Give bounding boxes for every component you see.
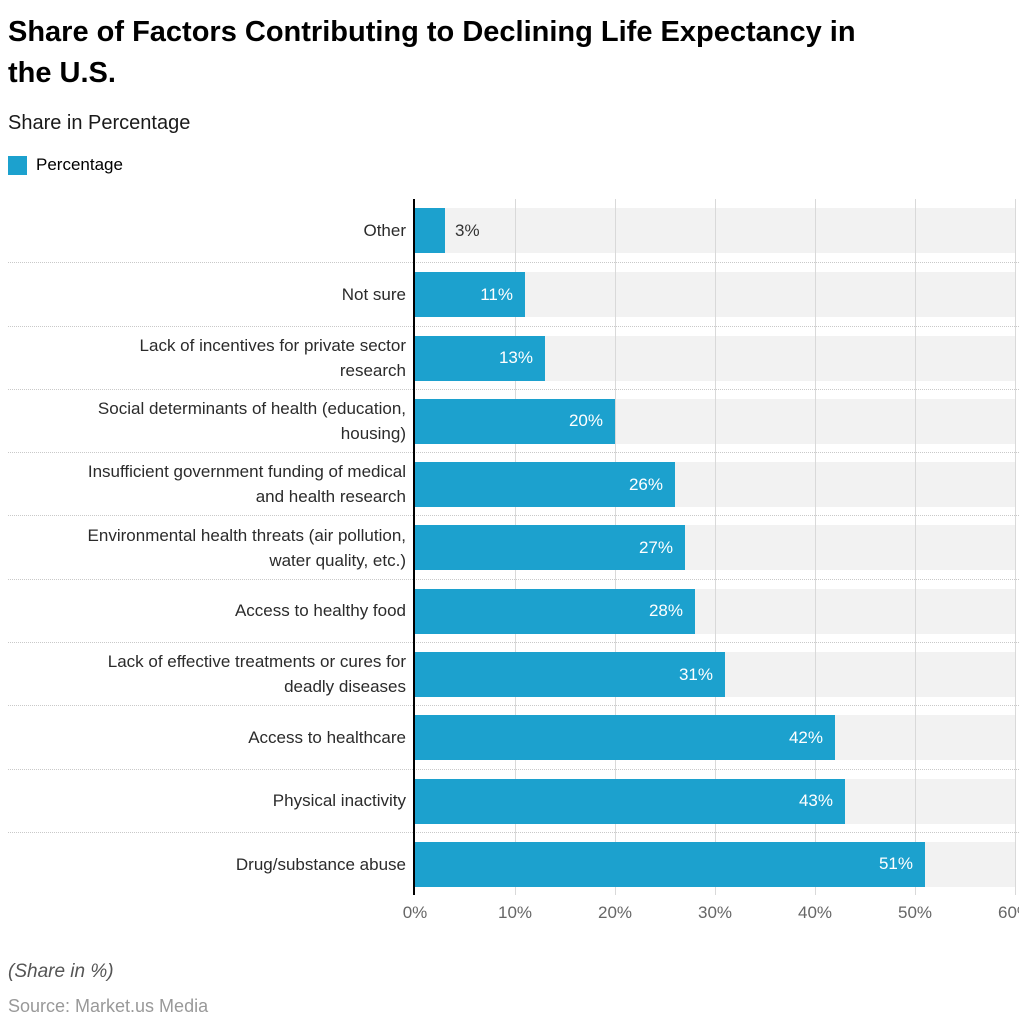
bar-value-label: 42% (788, 727, 823, 747)
bar-row: Lack of incentives for private sector res… (8, 325, 1019, 389)
source-text: Source: Market.us Media (8, 996, 209, 1017)
bar: 51% (415, 841, 925, 887)
bar-value-label: 43% (798, 791, 833, 811)
y-axis-line (413, 199, 415, 896)
bar-row: Physical inactivity 43% (8, 768, 1019, 832)
bar-row: Access to healthcare 42% (8, 705, 1019, 768)
bar-row: Insufficient government funding of medic… (8, 452, 1019, 515)
bar-track: 31% (415, 643, 1015, 705)
bar-value-label: 51% (878, 854, 913, 874)
bar-row: Social determinants of health (education… (8, 388, 1019, 452)
legend: Percentage (8, 155, 1019, 175)
page-title: Share of Factors Contributing to Declini… (8, 12, 1019, 94)
bar-track: 43% (415, 770, 1015, 832)
bar-chart: Other 3% Not sure 11% Lack of incentives… (8, 199, 1019, 925)
bar-track: 27% (415, 516, 1015, 578)
row-band (415, 208, 1015, 253)
category-label: Insufficient government funding of medic… (87, 462, 406, 507)
x-tick-label: 10% (497, 903, 533, 923)
chart-plot-area: Other 3% Not sure 11% Lack of incentives… (8, 199, 1019, 896)
bar-row: Lack of effective treatments or cures fo… (8, 642, 1019, 705)
x-tick-label: 0% (402, 903, 428, 923)
bar-value-label: 28% (648, 601, 683, 621)
chart-subtitle: Share in Percentage (8, 112, 191, 134)
bar-row: Other 3% (8, 199, 1019, 262)
page-title-line-1: Share of Factors Contributing to Declini… (8, 16, 856, 48)
bar-track: 26% (415, 453, 1015, 515)
bar: 13% (415, 335, 545, 381)
bar-value-label: 11% (480, 284, 513, 304)
bar: 42% (415, 715, 835, 761)
rows: Other 3% Not sure 11% Lack of incentives… (8, 199, 1019, 895)
bar-row: Access to healthy food 28% (8, 578, 1019, 642)
category-label: Environmental health threats (air pollut… (87, 525, 406, 570)
legend-swatch-icon (8, 155, 27, 175)
bar-value-label: 20% (568, 411, 603, 431)
bar-value-label: 13% (498, 348, 533, 368)
bar-track: 42% (415, 706, 1015, 768)
bar-value-label: 26% (628, 474, 663, 494)
bar-track: 20% (415, 390, 1015, 452)
x-tick-label: 50% (897, 903, 933, 923)
bar-track: 51% (415, 833, 1015, 895)
bar-track: 11% (415, 263, 1015, 325)
category-label: Social determinants of health (education… (97, 399, 406, 444)
bar-value-label: 31% (678, 664, 713, 684)
bar: 26% (415, 462, 675, 508)
footnote: (Share in %) (8, 961, 114, 983)
bar-value-label: 27% (638, 537, 673, 557)
bar-row: Environmental health threats (air pollut… (8, 515, 1019, 578)
bar: 43% (415, 778, 845, 824)
bar-row: Drug/substance abuse 51% (8, 831, 1019, 895)
category-label: Lack of effective treatments or cures fo… (107, 652, 406, 697)
category-label: Access to healthy food (234, 601, 406, 621)
x-axis-ticks: 0% 10% 20% 30% 40% 50% 60% (403, 895, 1019, 925)
x-tick-label: 30% (697, 903, 733, 923)
bar (415, 208, 445, 253)
category-label: Drug/substance abuse (235, 854, 406, 874)
bar-track: 13% (415, 327, 1015, 389)
bar-row: Not sure 11% (8, 262, 1019, 325)
x-tick-label: 60% (997, 903, 1019, 923)
bar: 11% (415, 272, 525, 318)
legend-label: Percentage (36, 155, 123, 174)
category-label: Other (363, 221, 406, 241)
category-label: Lack of incentives for private sector res… (139, 335, 406, 380)
x-tick-label: 40% (797, 903, 833, 923)
bar-track: 28% (415, 580, 1015, 642)
bar: 20% (415, 398, 615, 444)
category-label: Not sure (341, 284, 406, 304)
bar: 28% (415, 588, 695, 634)
category-label: Physical inactivity (272, 791, 406, 811)
page-title-line-2: the U.S. (8, 57, 116, 89)
x-tick-label: 20% (597, 903, 633, 923)
bar: 27% (415, 525, 685, 571)
bar-value-label: 3% (455, 220, 480, 240)
bar-track: 3% (415, 199, 1015, 262)
bar: 31% (415, 652, 725, 698)
category-label: Access to healthcare (248, 728, 406, 748)
